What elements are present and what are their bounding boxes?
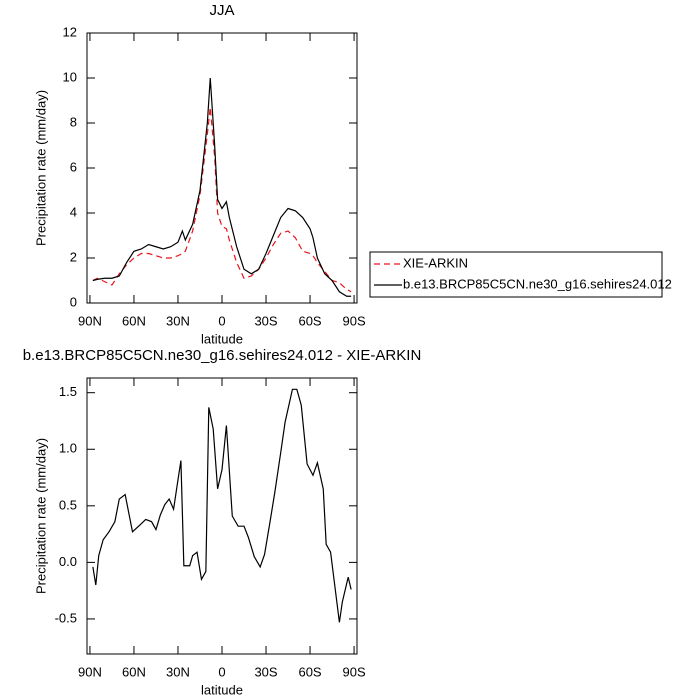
y-axis-label: Precipitation rate (mm/day) (33, 90, 48, 246)
x-tick-label: 60S (298, 664, 321, 679)
y-tick-label: 0.0 (59, 554, 77, 569)
x-tick-label: 30N (166, 664, 190, 679)
x-tick-label: 0 (218, 313, 225, 328)
y-tick-label: 0.5 (59, 497, 77, 512)
plot-frame (86, 32, 358, 304)
x-tick-label: 90N (78, 664, 102, 679)
x-tick-label: 0 (218, 664, 225, 679)
y-tick-label: 10 (63, 69, 77, 84)
y-tick-label: 2 (70, 249, 77, 264)
x-tick-label: 30S (254, 313, 277, 328)
x-tick-label: 90S (342, 664, 365, 679)
x-tick-label: 60S (298, 313, 321, 328)
data-line (92, 77, 352, 297)
legend-box (369, 251, 663, 298)
x-axis-label: latitude (201, 682, 243, 697)
data-line (92, 388, 352, 623)
y-tick-label: 8 (70, 114, 77, 129)
x-axis-label: latitude (201, 331, 243, 346)
y-tick-label: 1.5 (59, 384, 77, 399)
chart-title: JJA (209, 2, 234, 19)
y-tick-label: -0.5 (55, 610, 77, 625)
legend-label: XIE-ARKIN (403, 255, 468, 270)
x-tick-label: 30S (254, 664, 277, 679)
x-tick-label: 90N (78, 313, 102, 328)
x-tick-label: 90S (342, 313, 365, 328)
chart-title: b.e13.BRCP85C5CN.ne30_g16.sehires24.012 … (23, 347, 422, 364)
y-tick-label: 0 (70, 294, 77, 309)
x-tick-label: 60N (122, 313, 146, 328)
y-tick-label: 4 (70, 204, 77, 219)
y-tick-label: 12 (63, 24, 77, 39)
y-axis-label: Precipitation rate (mm/day) (33, 438, 48, 594)
data-line (92, 107, 352, 293)
x-tick-label: 30N (166, 313, 190, 328)
y-tick-label: 1.0 (59, 441, 77, 456)
y-tick-label: 6 (70, 159, 77, 174)
plot-frame (86, 377, 358, 655)
legend-label: b.e13.BRCP85C5CN.ne30_g16.sehires24.012 (403, 276, 672, 291)
x-tick-label: 60N (122, 664, 146, 679)
